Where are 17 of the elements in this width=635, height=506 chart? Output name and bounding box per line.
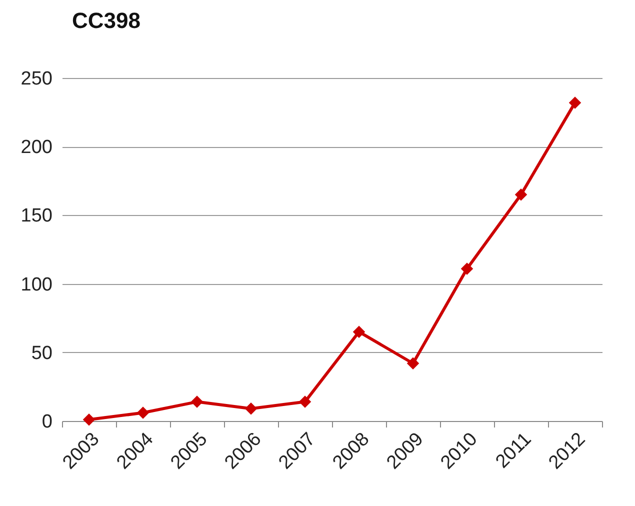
y-tick-label: 150 bbox=[20, 206, 52, 227]
point bbox=[190, 396, 204, 408]
point bbox=[244, 402, 258, 415]
point bbox=[136, 406, 150, 419]
y-tick-label: 0 bbox=[42, 412, 52, 432]
chart-title: CC398 bbox=[72, 8, 140, 33]
point bbox=[406, 357, 420, 370]
point bbox=[82, 414, 96, 426]
point bbox=[568, 96, 582, 109]
y-tick-label: 100 bbox=[20, 274, 52, 296]
point bbox=[460, 262, 474, 275]
y-tick-label: 50 bbox=[31, 342, 52, 364]
y-tick-label: 200 bbox=[20, 137, 52, 158]
y-tick-label: 250 bbox=[20, 68, 52, 90]
point bbox=[298, 396, 312, 408]
point bbox=[352, 326, 366, 338]
point bbox=[514, 188, 528, 201]
